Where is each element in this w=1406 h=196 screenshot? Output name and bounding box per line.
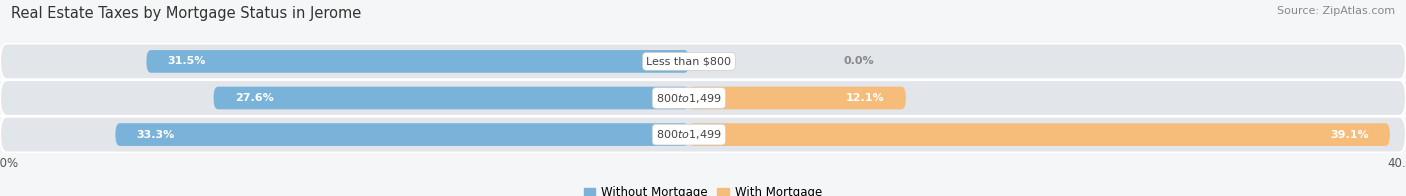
Text: 39.1%: 39.1% — [1330, 130, 1369, 140]
Text: $800 to $1,499: $800 to $1,499 — [657, 92, 721, 104]
Text: $800 to $1,499: $800 to $1,499 — [657, 128, 721, 141]
Text: Real Estate Taxes by Mortgage Status in Jerome: Real Estate Taxes by Mortgage Status in … — [11, 6, 361, 21]
FancyBboxPatch shape — [0, 44, 1406, 79]
FancyBboxPatch shape — [115, 123, 689, 146]
Legend: Without Mortgage, With Mortgage: Without Mortgage, With Mortgage — [579, 182, 827, 196]
Text: Less than $800: Less than $800 — [647, 56, 731, 66]
Text: 12.1%: 12.1% — [846, 93, 884, 103]
FancyBboxPatch shape — [689, 123, 1391, 146]
FancyBboxPatch shape — [146, 50, 689, 73]
Text: 27.6%: 27.6% — [235, 93, 273, 103]
FancyBboxPatch shape — [0, 80, 1406, 116]
Text: Source: ZipAtlas.com: Source: ZipAtlas.com — [1277, 6, 1395, 16]
FancyBboxPatch shape — [689, 87, 905, 109]
FancyBboxPatch shape — [0, 117, 1406, 152]
Text: 0.0%: 0.0% — [844, 56, 875, 66]
Text: 33.3%: 33.3% — [136, 130, 174, 140]
FancyBboxPatch shape — [214, 87, 689, 109]
Text: 31.5%: 31.5% — [167, 56, 205, 66]
